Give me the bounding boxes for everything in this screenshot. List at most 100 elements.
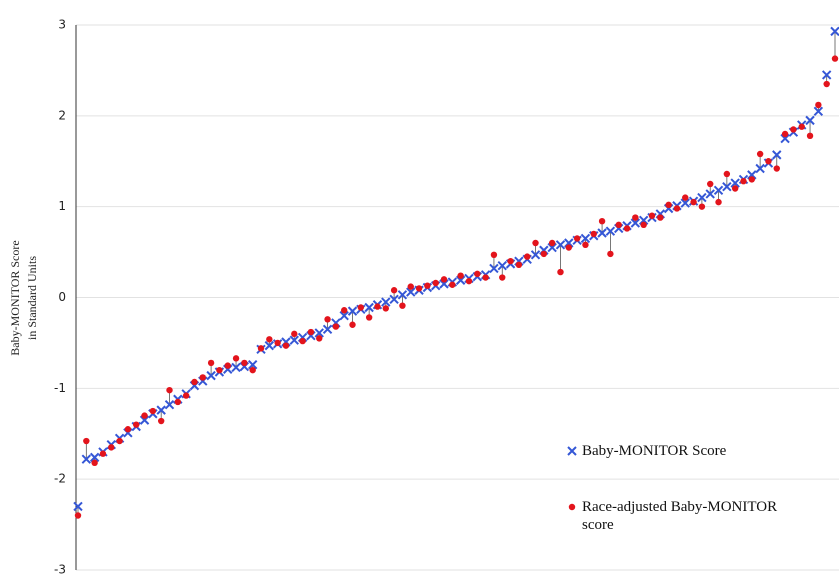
x-marker	[564, 238, 574, 248]
dot-marker	[424, 282, 431, 289]
x-marker	[322, 324, 333, 334]
dot-marker	[607, 250, 614, 258]
dot-marker	[673, 205, 681, 212]
dot-marker	[257, 345, 265, 352]
dot-marker	[806, 132, 814, 140]
x-marker	[489, 263, 499, 274]
legend-label: Race-adjusted Baby-MONITOR score	[582, 499, 778, 533]
dot-marker	[756, 150, 764, 158]
x-marker	[813, 106, 824, 116]
dot-marker	[390, 287, 398, 294]
x-marker	[713, 185, 724, 196]
dot-marker	[482, 274, 489, 281]
dot-marker	[798, 123, 805, 130]
x-marker	[347, 306, 358, 316]
dot-marker	[399, 302, 406, 309]
dot-marker	[241, 359, 248, 367]
dot-marker	[623, 225, 631, 232]
x-marker	[821, 70, 832, 80]
x-marker	[81, 454, 92, 464]
x-marker	[247, 360, 258, 370]
dot-marker	[532, 239, 539, 247]
dot-marker	[224, 362, 231, 369]
x-marker	[730, 178, 740, 188]
dot-marker	[490, 251, 498, 259]
x-marker	[73, 501, 83, 512]
x-marker	[530, 250, 541, 260]
dot-marker	[540, 250, 548, 258]
dot-marker	[108, 444, 115, 451]
y-tick-label: -3	[54, 563, 66, 577]
dot-marker	[124, 426, 132, 433]
dot-marker	[157, 417, 165, 425]
x-marker	[231, 362, 241, 373]
x-marker	[630, 218, 641, 228]
dot-marker	[748, 176, 756, 183]
dot-marker	[815, 101, 822, 109]
x-marker	[830, 26, 839, 37]
dot-marker	[216, 366, 223, 374]
dot-marker	[690, 198, 697, 206]
dot-marker	[365, 314, 373, 321]
x-marker	[89, 452, 100, 463]
x-marker	[638, 215, 649, 225]
x-marker	[597, 228, 607, 238]
dot-marker	[715, 198, 722, 206]
dot-marker	[707, 180, 714, 188]
dot-marker	[182, 392, 190, 399]
y-tick-label: -2	[54, 472, 66, 486]
dot-marker	[765, 158, 772, 165]
dot-marker	[440, 276, 448, 283]
x-marker	[755, 163, 765, 174]
x-marker	[722, 181, 732, 192]
dot-marker	[357, 304, 365, 311]
x-marker	[289, 335, 299, 345]
dot-marker	[99, 450, 107, 457]
x-marker	[547, 242, 557, 253]
dot-marker	[648, 212, 656, 219]
x-marker	[697, 192, 707, 203]
dot-marker	[474, 270, 481, 278]
y-axis-label: Baby-MONITOR Score	[8, 240, 22, 355]
dot-marker	[274, 339, 281, 347]
dot-marker	[598, 218, 606, 225]
dot-marker	[316, 335, 323, 342]
x-marker	[805, 115, 815, 126]
x-marker	[164, 399, 175, 410]
dot-marker	[133, 421, 140, 428]
x-marker	[364, 302, 374, 313]
dot-marker	[407, 283, 414, 290]
x-marker	[339, 310, 349, 321]
dot-marker	[149, 407, 157, 415]
x-marker	[772, 150, 782, 160]
dot-marker	[740, 178, 747, 185]
dot-marker	[307, 328, 315, 336]
dot-marker	[615, 221, 622, 229]
dot-marker	[507, 257, 514, 265]
x-marker	[389, 294, 399, 305]
dot-marker	[340, 307, 348, 314]
x-marker	[139, 415, 150, 425]
dot-marker	[640, 221, 647, 229]
dot-marker	[657, 214, 664, 221]
x-marker	[605, 226, 616, 236]
dot-marker	[823, 80, 830, 88]
dot-marker	[332, 323, 340, 330]
dot-marker	[457, 272, 464, 279]
dot-marker	[432, 279, 439, 287]
dot-marker	[449, 281, 456, 288]
x-marker	[397, 290, 408, 300]
legend-label: Baby-MONITOR Score	[582, 443, 727, 459]
x-marker	[555, 240, 566, 250]
x-marker	[381, 297, 391, 307]
dot-marker	[349, 321, 356, 328]
dot-marker	[831, 55, 839, 62]
dot-marker	[524, 253, 531, 260]
dot-marker	[632, 214, 639, 221]
x-marker	[705, 189, 715, 199]
dot-marker	[682, 194, 689, 201]
x-marker	[314, 328, 324, 338]
x-marker	[439, 279, 449, 289]
dot-marker	[415, 285, 423, 292]
